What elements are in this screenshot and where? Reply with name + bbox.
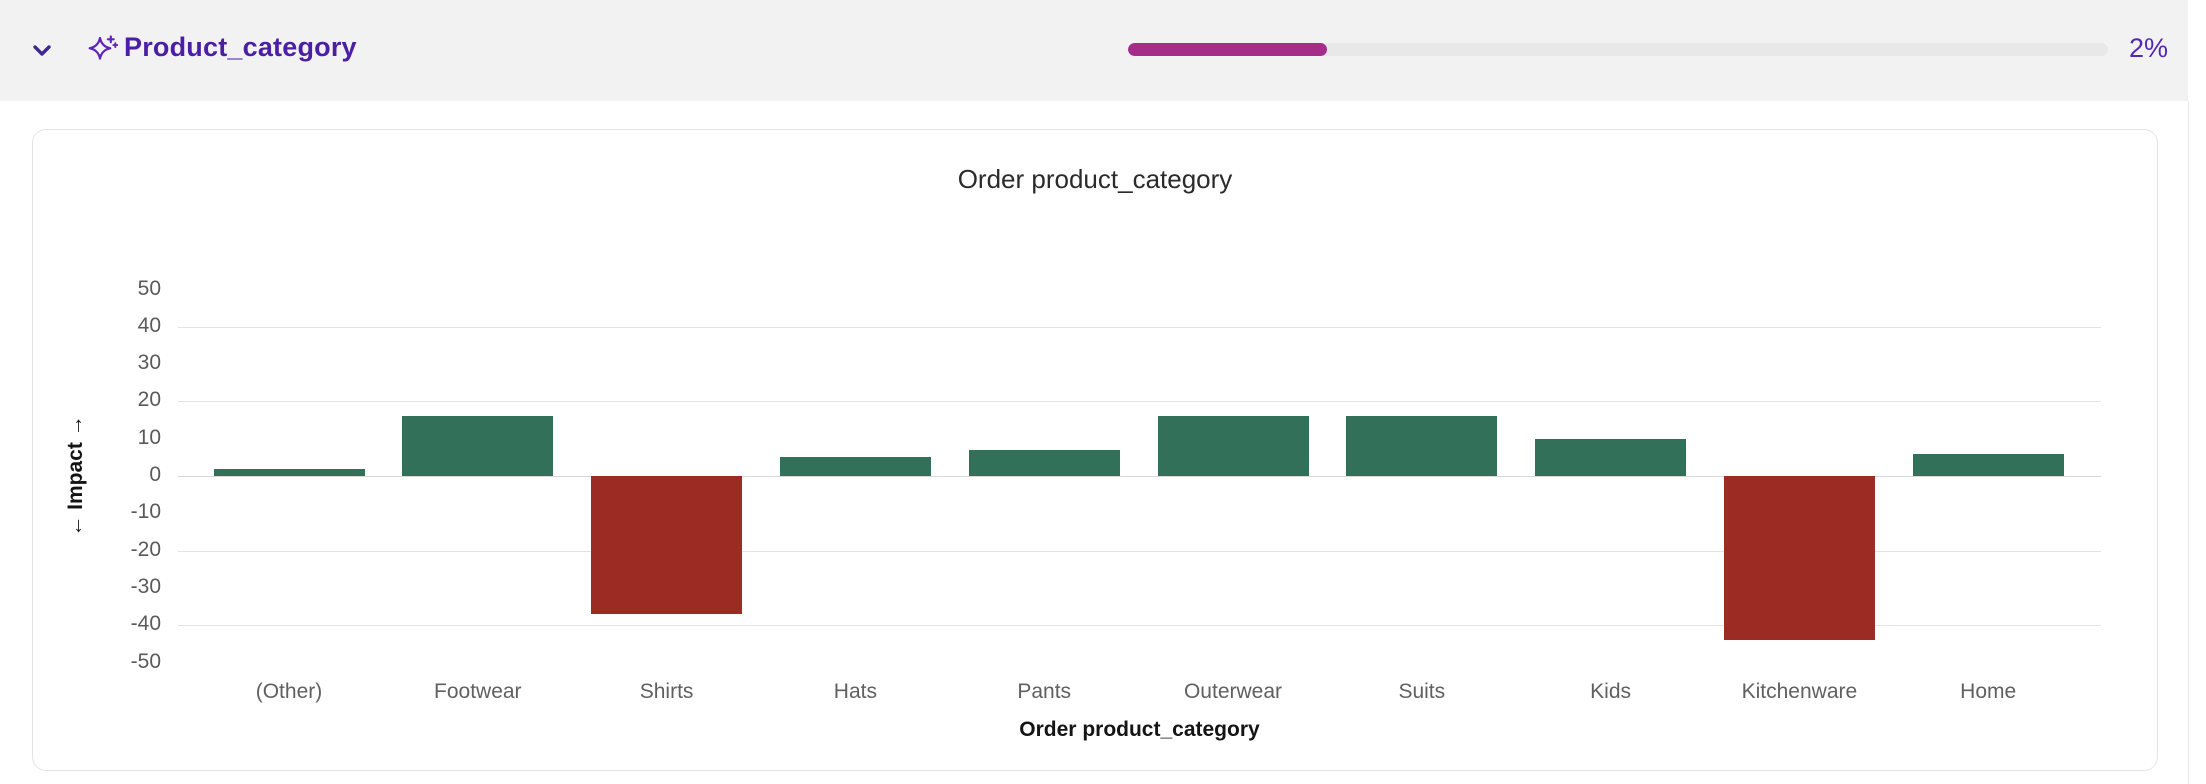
x-tick-label: Suits — [1398, 680, 1446, 703]
x-tick-label: Pants — [1017, 680, 1072, 703]
y-tick-label: -50 — [130, 649, 161, 673]
zero-gridline — [178, 476, 2101, 477]
gridline — [178, 550, 2101, 552]
bar-kitchenware[interactable] — [1723, 476, 1875, 641]
y-tick-label: -30 — [130, 574, 161, 598]
gridline — [178, 625, 2101, 627]
y-tick-label: 40 — [137, 313, 161, 337]
progress-fill — [1128, 43, 1327, 56]
progress-percent: 2% — [2128, 33, 2168, 63]
x-tick-label: (Other) — [255, 680, 323, 703]
x-tick-label: Kids — [1590, 680, 1632, 703]
y-tick-label: 30 — [137, 351, 161, 375]
ai-sparkle-icon — [86, 34, 119, 66]
chart-title: Order product_category — [957, 164, 1233, 194]
bar-kids[interactable] — [1535, 438, 1687, 476]
x-tick-label: Footwear — [434, 680, 522, 703]
bar-hats[interactable] — [779, 457, 931, 476]
x-tick-label: Hats — [833, 680, 877, 703]
y-tick-label: -20 — [130, 537, 161, 561]
y-tick-label: 10 — [137, 425, 161, 449]
bar-pants[interactable] — [968, 449, 1120, 476]
x-tick-label: Home — [1960, 680, 2017, 703]
collapse-section-button[interactable] — [24, 32, 60, 68]
x-tick-label: Kitchenware — [1741, 680, 1858, 703]
y-tick-label: 20 — [137, 388, 161, 412]
bar-other[interactable] — [213, 468, 365, 476]
chevron-down-icon — [24, 45, 60, 71]
bar-suits[interactable] — [1346, 416, 1498, 476]
bar-shirts[interactable] — [591, 476, 743, 614]
y-tick-label: 50 — [137, 276, 161, 300]
section-header: Product_category 2% — [0, 0, 2188, 101]
x-tick-label: Shirts — [639, 680, 694, 703]
right-gutter-divider — [2188, 101, 2189, 784]
gridline — [178, 401, 2101, 403]
y-tick-label: 0 — [149, 463, 161, 486]
x-tick-label: Outerwear — [1183, 680, 1283, 703]
chart-card: Order product_category ← Impact → -50 -40… — [32, 129, 2158, 771]
bar-home[interactable] — [1912, 453, 2064, 476]
gridline — [178, 326, 2101, 328]
section-title: Product_category — [124, 32, 357, 62]
bar-outerwear[interactable] — [1157, 416, 1309, 476]
bar-footwear[interactable] — [402, 416, 554, 476]
plot-area: -50 -40 -30 -20 -10 0 10 20 30 40 50 (Other) Footwea… — [33, 130, 2157, 770]
y-tick-label: -10 — [130, 500, 161, 524]
y-tick-label: -40 — [130, 612, 161, 636]
x-axis-title: Order product_category — [1019, 718, 1260, 741]
progress-bar — [1128, 43, 2108, 56]
